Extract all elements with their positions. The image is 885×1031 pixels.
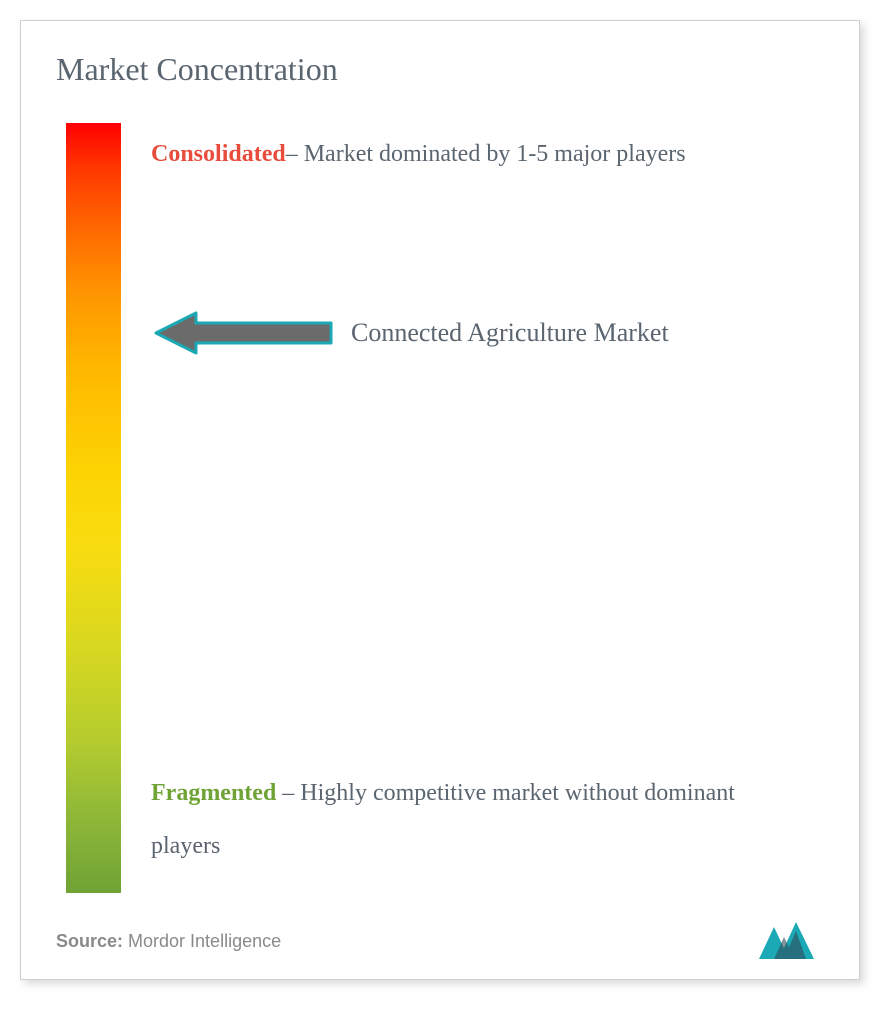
fragmented-label: Fragmented xyxy=(151,780,276,806)
consolidated-block: Consolidated– Market dominated by 1-5 ma… xyxy=(151,128,804,181)
market-indicator: Connected Agriculture Market xyxy=(151,308,669,358)
consolidated-description: – Market dominated by 1-5 major players xyxy=(286,141,686,167)
concentration-gradient-bar xyxy=(66,123,121,893)
mordor-logo-icon xyxy=(754,919,824,964)
content-area: Consolidated– Market dominated by 1-5 ma… xyxy=(56,123,824,903)
footer: Source: Mordor Intelligence xyxy=(56,919,824,964)
infographic-container: Market Concentration Consolidated– Marke… xyxy=(20,20,860,980)
market-name-label: Connected Agriculture Market xyxy=(351,315,669,351)
source-prefix: Source: xyxy=(56,931,128,951)
fragmented-block: Fragmented – Highly competitive market w… xyxy=(151,767,804,873)
source-name: Mordor Intelligence xyxy=(128,931,281,951)
source-attribution: Source: Mordor Intelligence xyxy=(56,931,281,952)
consolidated-label: Consolidated xyxy=(151,141,286,167)
left-arrow-icon xyxy=(151,308,336,358)
chart-title: Market Concentration xyxy=(56,51,824,88)
labels-area: Consolidated– Market dominated by 1-5 ma… xyxy=(151,123,824,903)
